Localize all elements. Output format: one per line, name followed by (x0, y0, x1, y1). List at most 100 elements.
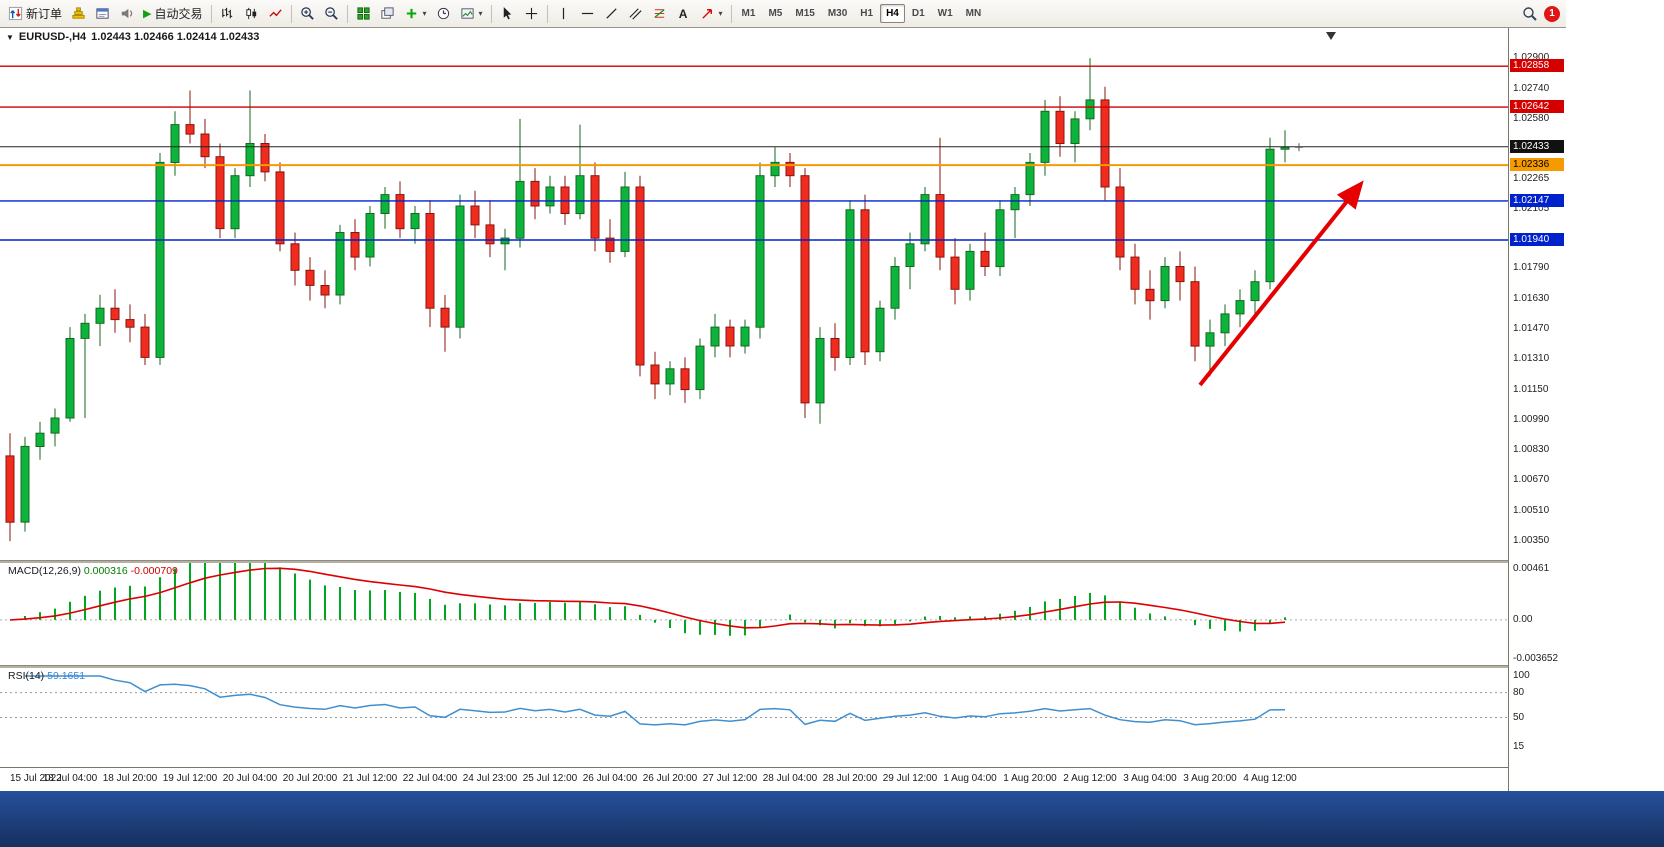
cursor-tool-button[interactable] (496, 2, 519, 25)
current-bar-marker (1295, 143, 1303, 152)
fibonacci-icon (653, 9, 665, 18)
templates-button[interactable]: ▾ (456, 2, 487, 25)
trend-arrow-annotation (1198, 180, 1364, 387)
price-tick: 1.00990 (1513, 414, 1550, 425)
toolbar-separator (290, 4, 292, 23)
new-order-button[interactable]: 新订单 (4, 2, 66, 25)
zoom-out-icon (324, 7, 338, 20)
time-axis-label: 2 Aug 12:00 (1063, 773, 1117, 784)
sound-icon (121, 8, 133, 19)
line-chart-mode-button[interactable] (264, 2, 287, 25)
timeframe-m5-button[interactable]: M5 (768, 8, 783, 19)
rsi-canvas[interactable] (0, 668, 1508, 767)
timeframe-m1-button[interactable]: M1 (741, 8, 756, 19)
zoom-in-button[interactable] (296, 2, 319, 25)
new-order-label: 新订单 (26, 7, 63, 21)
trading-app-window: 新订单 ▶ 自动交易 (0, 0, 1566, 791)
horizontal-line-tool-button[interactable] (576, 2, 599, 25)
price-level-badge: 1.02147 (1510, 194, 1564, 207)
price-tick: 1.02265 (1513, 173, 1550, 184)
line-chart-icon (268, 9, 282, 17)
vertical-line-icon (562, 7, 564, 20)
timeframe-h1-button[interactable]: H1 (860, 8, 874, 19)
time-axis-label: 26 Jul 04:00 (582, 773, 638, 784)
auto-trading-button[interactable]: ▶ 自动交易 (139, 2, 206, 25)
data-window-button[interactable] (91, 2, 114, 25)
price-tick: 1.02105 (1513, 203, 1550, 214)
rsi-scale-tick: 50 (1513, 712, 1525, 723)
search-icon[interactable] (1522, 6, 1538, 22)
sound-button[interactable] (115, 2, 138, 25)
data-window-icon (96, 8, 109, 19)
time-axis-label: 20 Jul 20:00 (282, 773, 338, 784)
horizontal-line-icon (581, 12, 593, 15)
price-level-badge: 1.02336 (1510, 158, 1564, 171)
timeframe-m15-button[interactable]: M15 (795, 8, 815, 19)
macd-scale-tick: -0.003652 (1513, 653, 1559, 664)
macd-canvas[interactable] (0, 563, 1508, 665)
rsi-scale-tick: 100 (1513, 670, 1530, 681)
rsi-scale-tick: 15 (1513, 741, 1525, 752)
periods-button[interactable] (432, 2, 455, 25)
cascade-windows-button[interactable] (376, 2, 399, 25)
periods-clock-icon (437, 7, 449, 20)
price-tick: 1.01310 (1513, 353, 1550, 364)
timeframe-d1-button[interactable]: D1 (911, 8, 925, 19)
time-axis-label: 15 Jul 2022 (10, 773, 62, 784)
text-tool-button[interactable]: A (672, 2, 695, 25)
crosshair-tool-button[interactable] (520, 2, 543, 25)
indicators-button[interactable]: ▾ (400, 2, 431, 25)
price-tick: 1.01470 (1513, 323, 1550, 334)
market-watch-button[interactable] (67, 2, 90, 25)
tile-windows-icon (356, 7, 370, 20)
macd-panel[interactable]: MACD(12,26,9) 0.000316 -0.000709 (0, 563, 1508, 665)
crosshair-icon (525, 7, 537, 20)
price-tick: 1.02740 (1513, 83, 1550, 94)
rsi-panel[interactable]: RSI(14) 59.1651 (0, 668, 1508, 767)
arrows-tool-button[interactable]: ▾ (696, 2, 727, 25)
arrows-tool-icon (701, 9, 712, 19)
time-axis-label: 29 Jul 12:00 (882, 773, 938, 784)
time-axis-label: 25 Jul 12:00 (522, 773, 578, 784)
price-level-badge: 1.02433 (1510, 140, 1564, 153)
indicators-icon (406, 8, 416, 19)
timeframe-mn-button[interactable]: MN (965, 8, 982, 19)
rsi-scale-tick: 80 (1513, 687, 1525, 698)
time-axis-label: 27 Jul 12:00 (702, 773, 758, 784)
fibonacci-tool-button[interactable] (648, 2, 671, 25)
price-tick: 1.01150 (1513, 384, 1549, 395)
tile-windows-button[interactable] (352, 2, 375, 25)
price-tick: 1.02900 (1513, 52, 1550, 63)
timeframe-m30-button[interactable]: M30 (827, 8, 848, 19)
trendline-tool-button[interactable] (600, 2, 623, 25)
price-level-badge: 1.01940 (1510, 233, 1564, 246)
timeframe-group: M1 M5 M15 M30 H1 H4 D1 W1 MN (736, 4, 988, 23)
notification-badge[interactable]: 1 (1544, 5, 1560, 22)
candlestick-mode-button[interactable] (240, 2, 263, 25)
main-chart-canvas[interactable] (0, 28, 1508, 560)
taskbar[interactable] (0, 791, 1664, 847)
timeframe-w1-button[interactable]: W1 (937, 8, 953, 19)
panel-splitter[interactable] (0, 665, 1508, 668)
time-axis-label: 21 Jul 12:00 (342, 773, 398, 784)
time-axis[interactable]: 15 Jul 2022 18 Jul 04:00 18 Jul 20:00 19 Ju… (0, 767, 1508, 791)
zoom-out-button[interactable] (320, 2, 343, 25)
main-chart-panel[interactable]: ▼ EURUSD-,H4 1.02443 1.02466 1.02414 1.0… (0, 28, 1508, 560)
templates-icon (460, 8, 474, 19)
toolbar-separator (546, 4, 548, 23)
vertical-line-tool-button[interactable] (552, 2, 575, 25)
symbol-dropdown-icon[interactable]: ▼ (6, 32, 14, 42)
templates-caret-icon: ▾ (478, 9, 483, 18)
chart-workspace: ▼ EURUSD-,H4 1.02443 1.02466 1.02414 1.0… (0, 28, 1566, 791)
timeframe-h4-button[interactable]: H4 (880, 4, 905, 23)
price-tick: 1.00830 (1513, 444, 1550, 455)
desktop-background (1566, 0, 1664, 791)
price-scale[interactable]: 1.029001.027401.025801.024201.022651.021… (1508, 28, 1566, 791)
channel-tool-button[interactable] (624, 2, 647, 25)
main-toolbar: 新订单 ▶ 自动交易 (0, 0, 1566, 28)
bar-chart-mode-button[interactable] (216, 2, 239, 25)
price-tick: 1.00350 (1513, 535, 1550, 546)
charts-column: ▼ EURUSD-,H4 1.02443 1.02466 1.02414 1.0… (0, 28, 1508, 791)
toolbar-separator (210, 4, 212, 23)
panel-splitter[interactable] (0, 560, 1508, 563)
